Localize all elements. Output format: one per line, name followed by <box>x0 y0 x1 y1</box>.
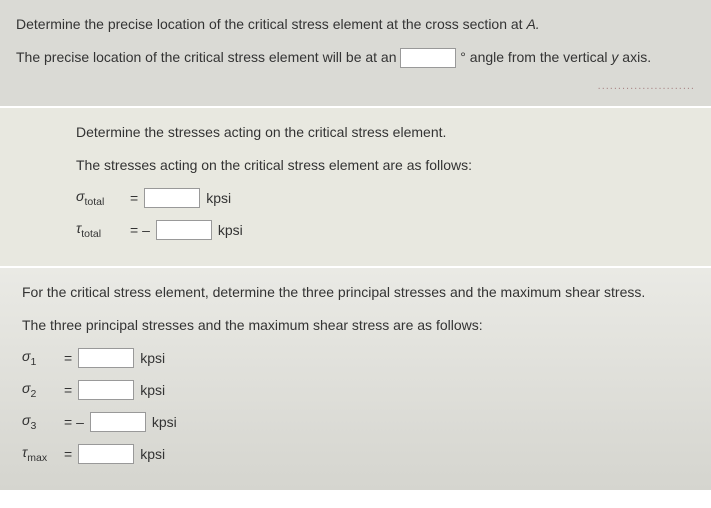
angle-input[interactable] <box>400 48 456 68</box>
sigma-total-input[interactable] <box>144 188 200 208</box>
row-sigma-total: σtotal = kpsi <box>76 188 695 208</box>
sigma1-input[interactable] <box>78 348 134 368</box>
text-end: axis. <box>618 49 651 65</box>
section-principal: For the critical stress element, determi… <box>0 268 711 492</box>
row-sigma3: σ3 = – kpsi <box>22 412 695 432</box>
prompt-stresses-title: Determine the stresses acting on the cri… <box>76 122 695 143</box>
row-tau-total: τtotal = – kpsi <box>76 220 695 240</box>
label-sigma3: σ3 <box>22 412 58 432</box>
text-post: ° angle from the vertical <box>460 49 611 65</box>
unit: kpsi <box>152 414 177 430</box>
sigma3-input[interactable] <box>90 412 146 432</box>
unit: kpsi <box>140 446 165 462</box>
tau-total-input[interactable] <box>156 220 212 240</box>
text: Determine the precise location of the cr… <box>16 16 526 32</box>
eq-sign: = <box>64 446 72 462</box>
eq-sign-neg: = – <box>130 222 150 238</box>
label-sigma1: σ1 <box>22 348 58 368</box>
prompt-principal-sub: The three principal stresses and the max… <box>22 315 695 336</box>
row-tmax: τmax = kpsi <box>22 444 695 464</box>
unit: kpsi <box>218 222 243 238</box>
var-a: A. <box>526 16 539 32</box>
eq-sign: = <box>64 382 72 398</box>
sub: 1 <box>30 356 36 368</box>
sub: 2 <box>30 388 36 400</box>
row-sigma2: σ2 = kpsi <box>22 380 695 400</box>
eq-sign: = <box>64 350 72 366</box>
sub: 3 <box>30 420 36 432</box>
tau-sub: total <box>81 228 101 240</box>
dotted-separator: ........................ <box>16 80 695 92</box>
label-tmax: τmax <box>22 444 58 464</box>
section-stresses: Determine the stresses acting on the cri… <box>0 108 711 268</box>
prompt-stresses-sub: The stresses acting on the critical stre… <box>76 155 695 176</box>
label-tau-total: τtotal <box>76 220 124 240</box>
unit: kpsi <box>206 190 231 206</box>
unit: kpsi <box>140 350 165 366</box>
label-sigma2: σ2 <box>22 380 58 400</box>
label-sigma-total: σtotal <box>76 188 124 208</box>
row-sigma1: σ1 = kpsi <box>22 348 695 368</box>
sigma2-input[interactable] <box>78 380 134 400</box>
unit: kpsi <box>140 382 165 398</box>
prompt-location-title: Determine the precise location of the cr… <box>16 14 695 35</box>
eq-sign-neg: = – <box>64 414 84 430</box>
prompt-principal-title: For the critical stress element, determi… <box>22 282 695 303</box>
tmax-input[interactable] <box>78 444 134 464</box>
sigma-sub: total <box>84 196 104 208</box>
sub: max <box>27 452 47 464</box>
text-pre: The precise location of the critical str… <box>16 49 400 65</box>
eq-sign: = <box>130 190 138 206</box>
prompt-location-answer: The precise location of the critical str… <box>16 47 695 68</box>
section-location: Determine the precise location of the cr… <box>0 0 711 108</box>
